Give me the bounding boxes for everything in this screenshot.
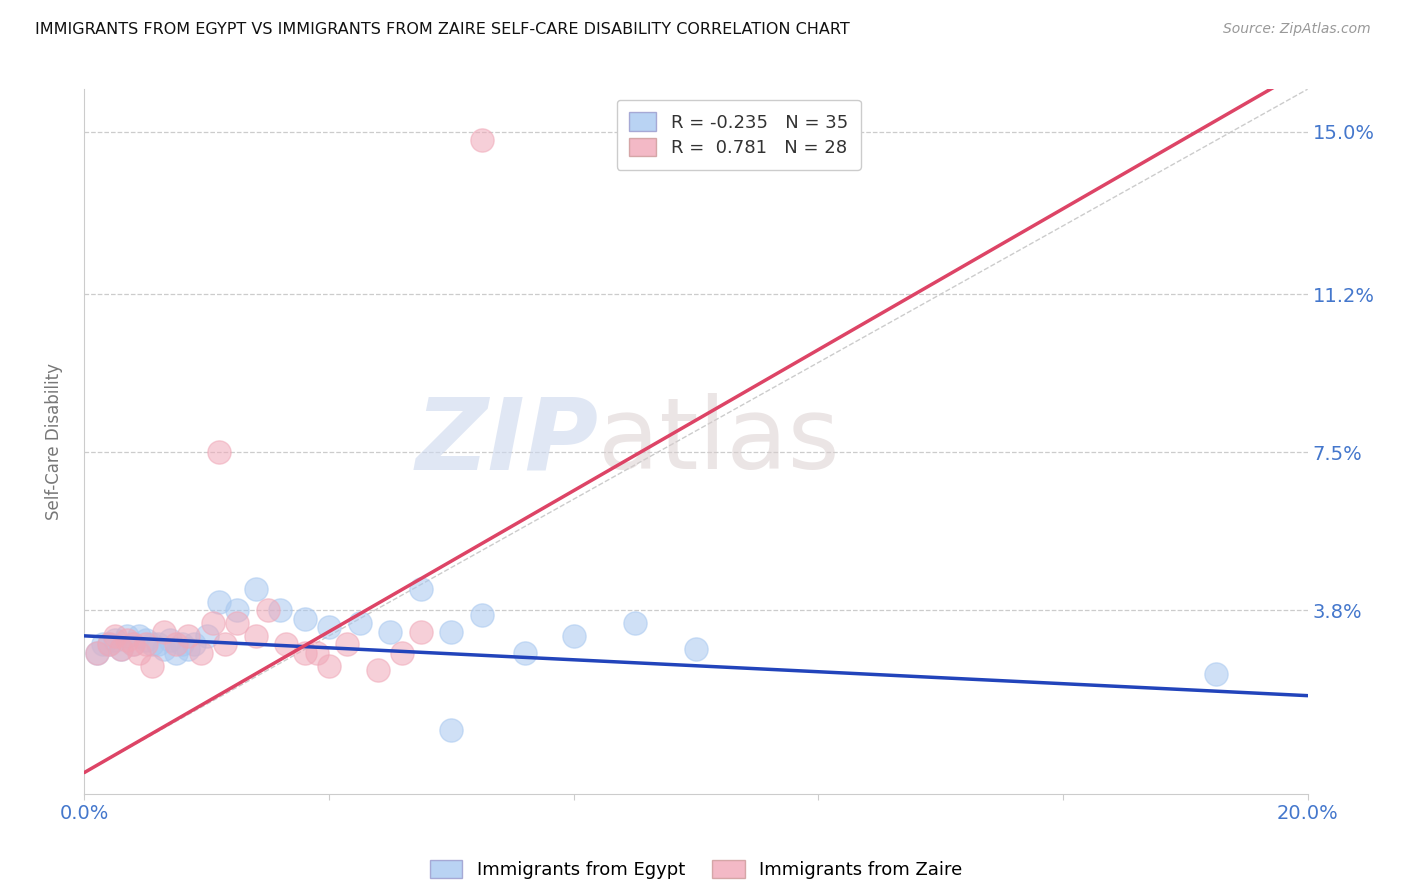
Point	[190, 646, 212, 660]
Text: ZIP: ZIP	[415, 393, 598, 490]
Point	[104, 633, 127, 648]
Point	[294, 646, 316, 660]
Point	[305, 646, 328, 660]
Point	[471, 607, 494, 622]
Point	[294, 612, 316, 626]
Point	[165, 637, 187, 651]
Point	[110, 641, 132, 656]
Point	[183, 637, 205, 651]
Text: IMMIGRANTS FROM EGYPT VS IMMIGRANTS FROM ZAIRE SELF-CARE DISABILITY CORRELATION : IMMIGRANTS FROM EGYPT VS IMMIGRANTS FROM…	[35, 22, 849, 37]
Point	[380, 624, 402, 639]
Point	[409, 582, 432, 596]
Point	[165, 646, 187, 660]
Point	[318, 620, 340, 634]
Point	[226, 603, 249, 617]
Legend: Immigrants from Egypt, Immigrants from Zaire: Immigrants from Egypt, Immigrants from Z…	[419, 848, 973, 889]
Point	[86, 646, 108, 660]
Point	[208, 445, 231, 459]
Point	[153, 624, 176, 639]
Point	[86, 646, 108, 660]
Point	[336, 637, 359, 651]
Point	[685, 641, 707, 656]
Point	[208, 595, 231, 609]
Point	[513, 646, 536, 660]
Y-axis label: Self-Care Disability: Self-Care Disability	[45, 363, 63, 520]
Point	[97, 637, 120, 651]
Point	[624, 615, 647, 630]
Point	[141, 658, 163, 673]
Point	[226, 615, 249, 630]
Point	[135, 637, 157, 651]
Point	[172, 637, 194, 651]
Point	[128, 646, 150, 660]
Point	[91, 637, 114, 651]
Point	[195, 629, 218, 643]
Point	[201, 615, 224, 630]
Point	[214, 637, 236, 651]
Point	[562, 629, 585, 643]
Point	[110, 641, 132, 656]
Point	[318, 658, 340, 673]
Point	[122, 637, 145, 651]
Point	[159, 633, 181, 648]
Point	[257, 603, 280, 617]
Text: Source: ZipAtlas.com: Source: ZipAtlas.com	[1223, 22, 1371, 37]
Point	[128, 629, 150, 643]
Point	[104, 629, 127, 643]
Point	[245, 629, 267, 643]
Point	[177, 641, 200, 656]
Point	[1205, 667, 1227, 681]
Point	[269, 603, 291, 617]
Point	[135, 633, 157, 648]
Point	[153, 641, 176, 656]
Point	[440, 624, 463, 639]
Text: atlas: atlas	[598, 393, 839, 490]
Point	[409, 624, 432, 639]
Point	[122, 637, 145, 651]
Point	[115, 629, 138, 643]
Point	[245, 582, 267, 596]
Point	[177, 629, 200, 643]
Point	[349, 615, 371, 630]
Point	[367, 663, 389, 677]
Point	[391, 646, 413, 660]
Point	[97, 637, 120, 651]
Point	[146, 637, 169, 651]
Point	[471, 133, 494, 147]
Point	[141, 637, 163, 651]
Point	[440, 723, 463, 737]
Point	[115, 633, 138, 648]
Point	[276, 637, 298, 651]
